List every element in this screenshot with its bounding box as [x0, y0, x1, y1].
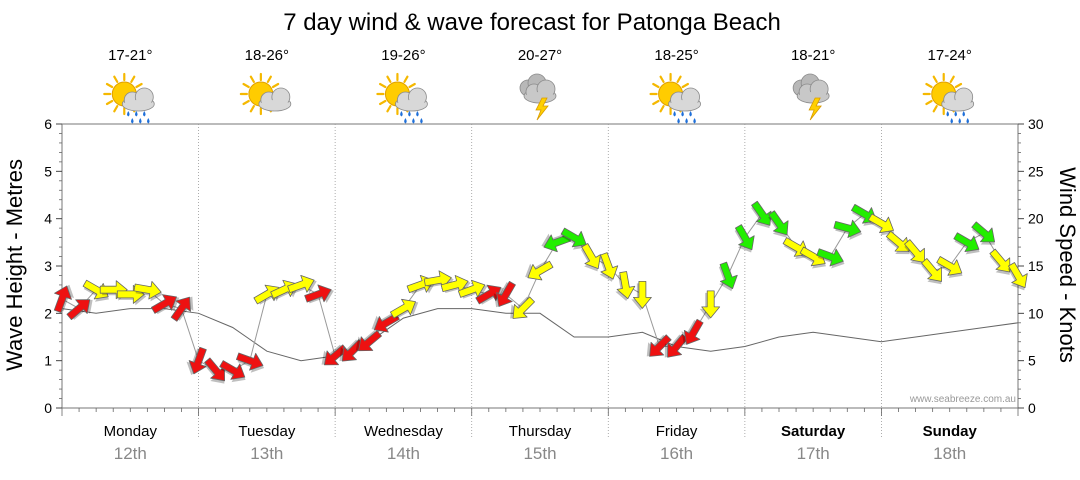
wind-arrow	[699, 290, 721, 320]
wind-arrow	[921, 258, 942, 285]
watermark: www.seabreeze.com.au	[909, 394, 1016, 405]
day-label: Sunday	[923, 423, 978, 440]
wind-arrow	[66, 299, 93, 321]
wind-arrow	[133, 280, 163, 302]
wind-arrow	[751, 200, 772, 229]
y-left-tick-label: 5	[44, 163, 52, 179]
date-label: 12th	[114, 444, 147, 463]
wind-arrow	[389, 298, 419, 319]
wind-arrow	[186, 346, 207, 376]
partly-cloudy-rain-icon	[376, 72, 428, 124]
day-label: Thursday	[509, 423, 572, 440]
wind-arrow	[219, 360, 246, 383]
wind-arrow	[53, 284, 75, 313]
wind-arrow	[833, 219, 863, 241]
partly-cloudy-rain-icon	[649, 72, 701, 124]
axis-layer: 0 1 2 3 4 5 6 0 5 10 15 20 25 30 Monday 12th Tuesday 13th…	[44, 116, 1044, 463]
date-label: 14th	[387, 444, 420, 463]
y-left-tick-label: 0	[44, 400, 52, 416]
temperature-label: 19-26°	[381, 47, 425, 64]
wind-arrow	[615, 271, 636, 302]
wind-arrow	[150, 294, 180, 315]
wind-arrow	[816, 248, 845, 269]
wind-arrow	[631, 280, 652, 311]
y-left-tick-label: 1	[44, 353, 52, 369]
wind-arrow	[734, 224, 755, 253]
wind-arrow	[525, 260, 554, 281]
storm-cloud-icon	[519, 73, 557, 121]
date-label: 13th	[250, 444, 283, 463]
wind-arrow	[493, 280, 516, 308]
wind-arrow	[681, 318, 704, 346]
grid-layer	[61, 123, 1019, 438]
wind-arrow	[510, 296, 535, 319]
wind-arrow	[457, 279, 488, 299]
day-label: Monday	[104, 423, 158, 440]
wind-arrow	[664, 333, 689, 358]
y-right-tick-label: 20	[1028, 211, 1044, 227]
y-axis-right-label: Wind Speed - Knots	[1055, 167, 1080, 363]
wind-arrow	[989, 248, 1011, 275]
partly-cloudy-rain-icon	[103, 72, 155, 124]
storm-cloud-icon	[792, 73, 830, 121]
wind-arrow	[580, 243, 601, 272]
wind-arrow	[1007, 262, 1028, 291]
date-label: 16th	[660, 444, 693, 463]
day-label: Saturday	[781, 423, 846, 440]
wind-arrow	[287, 275, 317, 294]
weather-row: 17-21° 18-26° 19-26° 20-27° 18-25° 18-21° 17-2…	[103, 47, 975, 124]
y-right-tick-label: 15	[1028, 258, 1044, 274]
y-right-tick-label: 30	[1028, 116, 1044, 132]
wind-arrow	[541, 233, 571, 253]
wave-height-series	[61, 308, 1019, 362]
temperature-label: 18-25°	[654, 47, 698, 64]
temperature-label: 17-24°	[928, 47, 972, 64]
wind-speed-line	[61, 213, 1019, 371]
wind-arrow	[355, 330, 382, 352]
y-left-tick-label: 6	[44, 116, 52, 132]
y-right-tick-label: 0	[1028, 400, 1036, 416]
wind-arrow	[560, 227, 587, 250]
temperature-label: 18-21°	[791, 47, 835, 64]
wind-arrow	[936, 256, 963, 279]
day-label: Wednesday	[364, 423, 443, 440]
temperature-label: 17-21°	[108, 47, 152, 64]
temperature-label: 18-26°	[245, 47, 289, 64]
y-left-tick-label: 4	[44, 211, 52, 227]
wind-arrow	[971, 221, 996, 245]
temperature-label: 20-27°	[518, 47, 562, 64]
wind-arrow	[599, 252, 619, 282]
wind-arrow	[768, 210, 789, 238]
wind-arrow	[304, 284, 334, 304]
y-axis-left-label: Wave Height - Metres	[2, 159, 27, 371]
wind-arrow	[646, 334, 672, 357]
y-left-tick-label: 2	[44, 305, 52, 321]
wind-arrow	[867, 213, 895, 236]
day-label: Tuesday	[238, 423, 295, 440]
partly-cloudy-icon	[239, 72, 292, 116]
wind-arrow	[339, 339, 365, 362]
wind-speed-series	[53, 200, 1028, 384]
wind-arrow	[321, 344, 348, 366]
y-right-tick-label: 10	[1028, 305, 1044, 321]
wind-arrow	[904, 239, 925, 266]
wind-arrow	[885, 230, 910, 255]
y-right-tick-label: 5	[1028, 353, 1036, 369]
wind-arrow	[953, 232, 980, 255]
day-label: Friday	[656, 423, 698, 440]
y-right-tick-label: 25	[1028, 163, 1044, 179]
date-label: 15th	[523, 444, 556, 463]
wind-arrow	[204, 357, 225, 384]
date-label: 18th	[933, 444, 966, 463]
wave-height-line	[61, 308, 1019, 362]
date-label: 17th	[797, 444, 830, 463]
wind-arrow	[718, 261, 738, 292]
chart-title: 7 day wind & wave forecast for Patonga B…	[283, 9, 781, 36]
wind-arrow	[170, 296, 194, 322]
partly-cloudy-rain-icon	[922, 72, 975, 124]
wind-arrow	[235, 352, 265, 373]
y-left-tick-label: 3	[44, 258, 52, 274]
